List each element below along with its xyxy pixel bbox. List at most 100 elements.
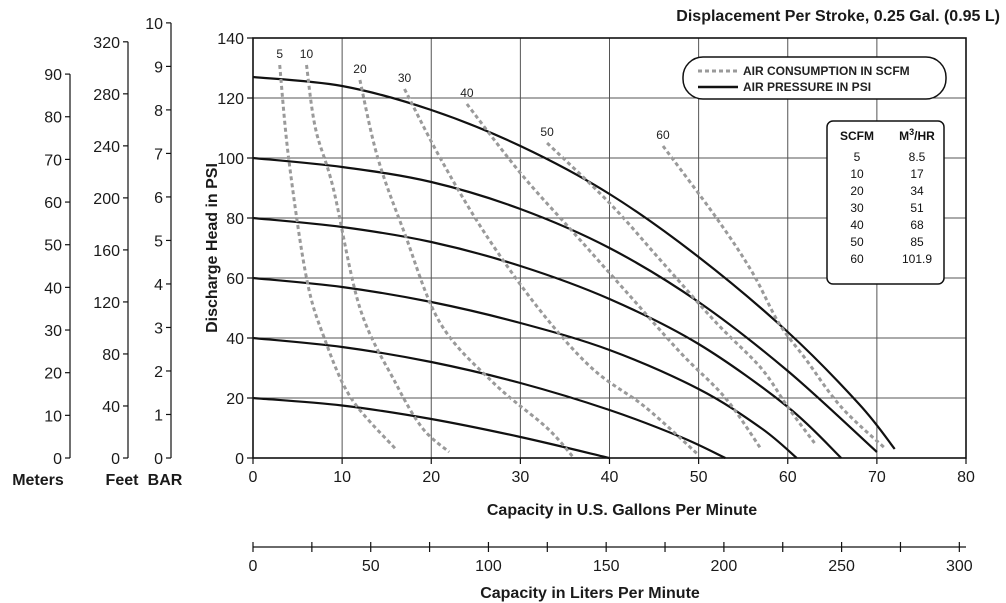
meters-tick-label: 50 (44, 238, 62, 255)
x-tick-label: 80 (957, 469, 975, 486)
bar-tick-label: 5 (154, 233, 163, 250)
pressure-curve-20 (252, 396, 610, 460)
legend-box (682, 56, 947, 100)
meters-axis-label: Meters (12, 472, 64, 489)
meters-tick-label: 80 (44, 110, 62, 127)
liters-axis: 0 50 100 150 200 250 300 (249, 542, 973, 575)
meters-tick-label: 70 (44, 152, 62, 169)
meters-tick-label: 0 (53, 451, 62, 468)
table-cell: 101.9 (902, 252, 932, 266)
liters-tick-label: 200 (711, 558, 738, 575)
feet-axis-label: Feet (106, 472, 140, 489)
y-axis-ticks: 0 20 40 60 80 100 120 140 (217, 31, 253, 468)
bar-axis-label: BAR (148, 472, 183, 489)
bar-tick-label: 7 (154, 146, 163, 163)
table-header: SCFM (840, 129, 874, 143)
legend-label-pressure: AIR PRESSURE IN PSI (743, 80, 871, 94)
table-cell: 20 (850, 184, 864, 198)
feet-tick-label: 40 (102, 399, 120, 416)
x-axis-label: Capacity in U.S. Gallons Per Minute (487, 502, 757, 519)
table-cell: 5 (854, 150, 861, 164)
bar-tick-label: 3 (154, 320, 163, 337)
table-cell: 85 (910, 235, 924, 249)
meters-tick-label: 30 (44, 323, 62, 340)
x-tick-label: 30 (511, 469, 529, 486)
feet-tick-label: 280 (93, 87, 120, 104)
scfm-curve-5 (278, 64, 397, 450)
y-tick-label: 120 (217, 91, 244, 108)
scfm-curve-label: 40 (460, 86, 474, 100)
feet-tick-label: 160 (93, 243, 120, 260)
scfm-curve-10 (305, 64, 451, 454)
meters-tick-label: 20 (44, 366, 62, 383)
pressure-curve-100 (252, 156, 878, 453)
bar-tick-label: 2 (154, 364, 163, 381)
liters-tick-label: 50 (362, 558, 380, 575)
table-cell: 8.5 (909, 150, 926, 164)
legend-label-scfm: AIR CONSUMPTION IN SCFM (743, 64, 910, 78)
y-tick-label: 40 (226, 331, 244, 348)
table-cell: 10 (850, 167, 864, 181)
bar-tick-label: 4 (154, 277, 163, 294)
table-cell: 60 (850, 252, 864, 266)
legend: AIR CONSUMPTION IN SCFM AIR PRESSURE IN … (682, 56, 947, 100)
liters-tick-label: 0 (249, 558, 258, 575)
x-axis-ticks: 0 10 20 30 40 50 60 70 80 (249, 458, 975, 486)
x-tick-label: 0 (249, 469, 258, 486)
table-cell: 51 (910, 201, 924, 215)
table-cell: 17 (910, 167, 924, 181)
y-tick-label: 20 (226, 391, 244, 408)
meters-tick-label: 60 (44, 195, 62, 212)
pressure-curve-120 (252, 75, 896, 450)
x-tick-label: 70 (868, 469, 886, 486)
feet-tick-label: 240 (93, 139, 120, 156)
conversion-table: SCFM M3/HR 5 8.5 10 17 20 34 30 51 40 68 50 85 60 101.9 (826, 120, 945, 285)
secondary-axes: 0102030405060708090040801201602002402803… (44, 16, 172, 468)
chart-title: Displacement Per Stroke, 0.25 Gal. (0.95… (676, 8, 1000, 25)
liters-tick-label: 250 (828, 558, 855, 575)
x-tick-label: 20 (422, 469, 440, 486)
feet-tick-label: 0 (111, 451, 120, 468)
x-tick-label: 60 (779, 469, 797, 486)
scfm-curve-30 (403, 88, 700, 457)
bar-tick-label: 9 (154, 59, 163, 76)
scfm-curve-label: 5 (276, 47, 283, 61)
meters-tick-label: 10 (44, 408, 62, 425)
liters-tick-label: 100 (475, 558, 502, 575)
table-cell: 30 (850, 201, 864, 215)
x-tick-label: 10 (333, 469, 351, 486)
pressure-curves (252, 75, 896, 460)
conversion-table-box (826, 120, 945, 285)
bar-tick-label: 0 (154, 451, 163, 468)
table-cell: 40 (850, 218, 864, 232)
feet-tick-label: 320 (93, 35, 120, 52)
scfm-curve-40 (465, 103, 763, 450)
scfm-curves: 5 10 20 30 40 50 60 (276, 47, 887, 460)
pressure-curve-40 (252, 336, 726, 459)
bar-tick-label: 8 (154, 103, 163, 120)
x-tick-label: 50 (690, 469, 708, 486)
feet-tick-label: 200 (93, 191, 120, 208)
y-tick-label: 80 (226, 211, 244, 228)
scfm-curve-label: 10 (300, 47, 314, 61)
scfm-curve-label: 20 (353, 62, 367, 76)
bar-tick-label: 10 (145, 16, 163, 33)
bar-tick-label: 6 (154, 190, 163, 207)
y-tick-label: 60 (226, 271, 244, 288)
table-cell: 50 (850, 235, 864, 249)
feet-tick-label: 120 (93, 295, 120, 312)
table-cell: 34 (910, 184, 924, 198)
liters-axis-label: Capacity in Liters Per Minute (480, 585, 700, 602)
scfm-curve-60 (661, 145, 887, 451)
scfm-curve-label: 30 (398, 71, 412, 85)
table-header: M3/HR (899, 127, 935, 143)
y-tick-label: 0 (235, 451, 244, 468)
y-axis-label: Discharge Head in PSI (204, 163, 221, 333)
scfm-curve-50 (546, 141, 816, 444)
meters-tick-label: 90 (44, 67, 62, 84)
scfm-curve-label: 60 (656, 128, 670, 142)
pressure-curve-80 (252, 216, 842, 459)
y-tick-label: 140 (217, 31, 244, 48)
x-tick-label: 40 (601, 469, 619, 486)
bar-tick-label: 1 (154, 407, 163, 424)
